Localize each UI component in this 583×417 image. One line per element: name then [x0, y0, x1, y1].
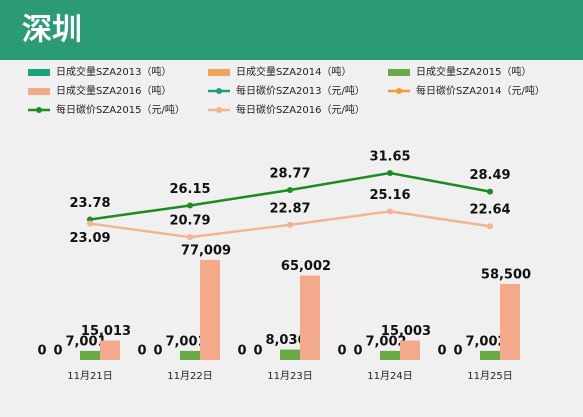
- legend-label: 日成交量SZA2015（吨）: [416, 65, 532, 78]
- x-tick-label: 11月23日: [267, 370, 312, 382]
- data-label: 0: [437, 344, 446, 359]
- header-band: [0, 0, 583, 60]
- legend-swatch: [216, 107, 222, 113]
- legend-swatch: [208, 69, 230, 76]
- legend-label: 每日碳价SZA2015（元/吨）: [56, 103, 185, 116]
- data-label: 26.15: [169, 182, 210, 197]
- data-label: 8,036: [265, 333, 306, 348]
- line-point: [387, 208, 393, 215]
- data-label: 23.78: [69, 196, 110, 211]
- legend-label: 每日碳价SZA2013（元/吨）: [236, 84, 365, 97]
- legend-label: 日成交量SZA2013（吨）: [56, 65, 172, 78]
- data-label: 7,002: [365, 334, 406, 349]
- data-label: 0: [37, 344, 46, 359]
- data-label: 15,003: [381, 324, 431, 339]
- x-tick-label: 11月22日: [167, 370, 212, 382]
- x-tick-label: 11月24日: [367, 370, 412, 382]
- legend-swatch: [216, 88, 222, 94]
- data-label: 0: [153, 344, 162, 359]
- line-point: [187, 234, 193, 241]
- line-point: [287, 221, 293, 228]
- data-label: 22.64: [469, 203, 510, 218]
- data-label: 7,001: [65, 334, 106, 349]
- bar: [300, 275, 320, 360]
- legend-swatch: [396, 88, 402, 94]
- bar: [400, 340, 420, 360]
- data-label: 0: [337, 344, 346, 359]
- data-label: 65,002: [281, 259, 331, 274]
- bar: [280, 349, 300, 360]
- legend-swatch: [28, 88, 50, 95]
- data-label: 28.77: [269, 166, 310, 181]
- data-label: 25.16: [369, 188, 410, 203]
- bar: [200, 259, 220, 360]
- legend-swatch: [28, 69, 50, 76]
- data-label: 58,500: [481, 267, 531, 282]
- data-label: 0: [53, 344, 62, 359]
- legend-swatch: [388, 69, 410, 76]
- data-label: 7,002: [465, 334, 506, 349]
- bar: [380, 350, 400, 360]
- bar: [100, 340, 120, 360]
- data-label: 28.49: [469, 168, 510, 183]
- data-label: 15,013: [81, 324, 131, 339]
- x-tick-label: 11月25日: [467, 370, 512, 382]
- data-label: 0: [253, 344, 262, 359]
- legend-label: 日成交量SZA2014（吨）: [236, 65, 352, 78]
- chart-title: 深圳: [22, 13, 82, 48]
- legend-label: 每日碳价SZA2014（元/吨）: [416, 84, 545, 97]
- data-label: 31.65: [369, 149, 410, 164]
- data-label: 0: [453, 344, 462, 359]
- legend-label: 每日碳价SZA2016（元/吨）: [236, 103, 365, 116]
- bar: [480, 350, 500, 360]
- data-label: 77,009: [181, 243, 231, 258]
- line-point: [387, 169, 393, 176]
- data-label: 0: [137, 344, 146, 359]
- x-tick-label: 11月21日: [67, 370, 112, 382]
- line-point: [287, 186, 293, 193]
- data-label: 20.79: [169, 214, 210, 229]
- bar: [80, 350, 100, 360]
- legend-label: 日成交量SZA2016（吨）: [56, 84, 172, 97]
- line-point: [487, 223, 493, 230]
- bar: [180, 350, 200, 360]
- line-point: [87, 220, 93, 227]
- line-point: [487, 188, 493, 195]
- data-label: 0: [353, 344, 362, 359]
- line-point: [187, 202, 193, 209]
- legend-swatch: [36, 107, 42, 113]
- data-label: 7,001: [165, 334, 206, 349]
- data-label: 23.09: [69, 231, 110, 246]
- bar: [500, 283, 520, 360]
- data-label: 0: [237, 344, 246, 359]
- data-label: 22.87: [269, 201, 310, 216]
